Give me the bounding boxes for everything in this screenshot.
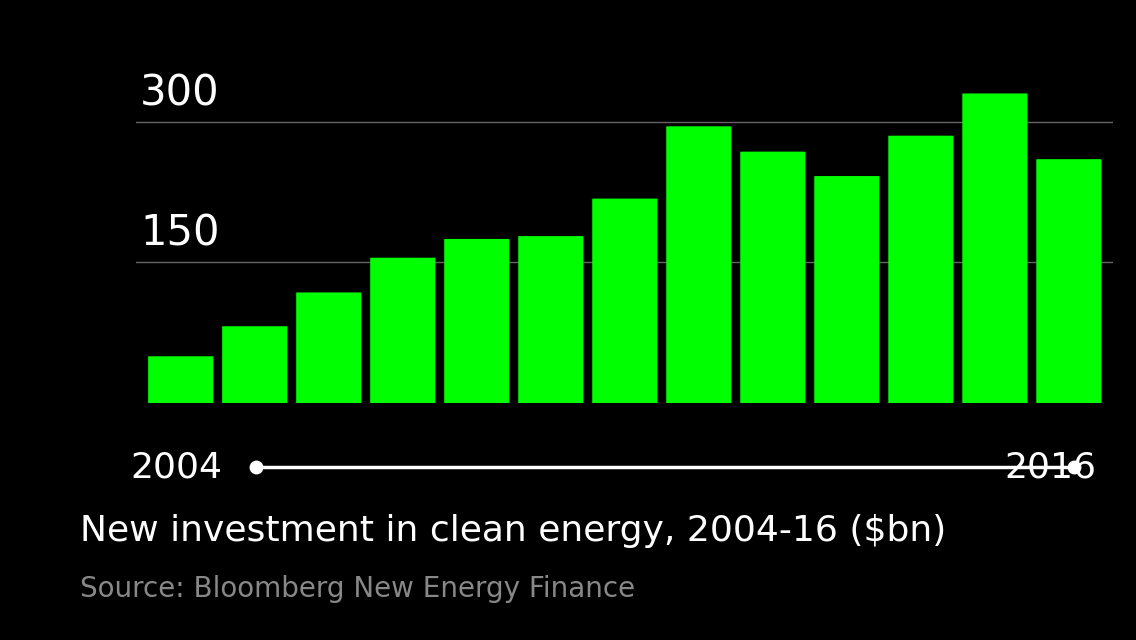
FancyBboxPatch shape	[666, 126, 732, 403]
FancyBboxPatch shape	[592, 198, 658, 403]
FancyBboxPatch shape	[962, 93, 1027, 403]
Text: 2004: 2004	[131, 450, 223, 484]
Text: New investment in clean energy, 2004-16 ($bn): New investment in clean energy, 2004-16 …	[80, 514, 946, 548]
FancyBboxPatch shape	[223, 326, 287, 403]
FancyBboxPatch shape	[296, 292, 361, 403]
FancyBboxPatch shape	[148, 356, 214, 403]
Text: Source: Bloomberg New Energy Finance: Source: Bloomberg New Energy Finance	[80, 575, 635, 603]
Text: 2016: 2016	[1004, 450, 1096, 484]
FancyBboxPatch shape	[518, 236, 584, 403]
FancyBboxPatch shape	[815, 176, 879, 403]
Text: 300: 300	[140, 72, 219, 114]
FancyBboxPatch shape	[370, 258, 435, 403]
FancyBboxPatch shape	[741, 152, 805, 403]
FancyBboxPatch shape	[444, 239, 509, 403]
FancyBboxPatch shape	[1036, 159, 1102, 403]
FancyBboxPatch shape	[888, 136, 953, 403]
Text: 150: 150	[140, 213, 219, 255]
